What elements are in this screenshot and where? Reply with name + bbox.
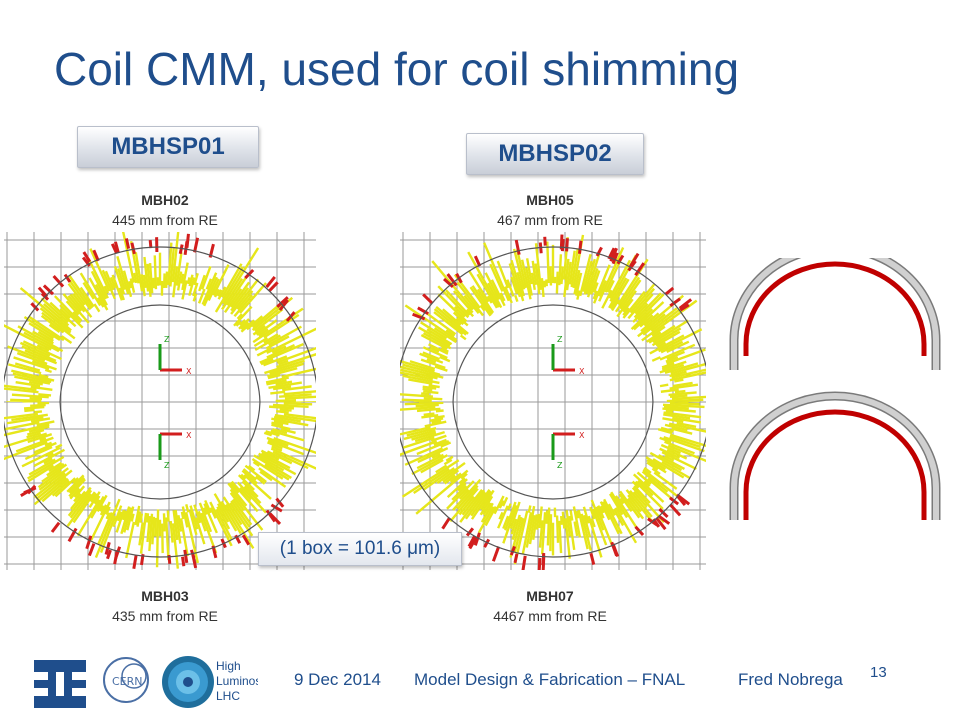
footer-event: Model Design & Fabrication – FNAL (414, 670, 686, 689)
cmm-rings (4, 246, 316, 402)
tag-mbhsp01: MBHSP01 (77, 126, 259, 168)
cern-logo-text: CERN (112, 675, 143, 688)
cmm-deviations (400, 234, 706, 402)
scale-note: (1 box = 101.6 μm) (258, 532, 462, 566)
hl-logo-text-2: Luminosity (216, 674, 258, 688)
axis-x-label: X (186, 431, 192, 440)
page-number: 13 (870, 664, 887, 681)
hl-lhc-logo: High Luminosity LHC (162, 656, 258, 708)
caption-mbh05: MBH05 467 mm from RE (497, 192, 603, 228)
hl-logo-text-3: LHC (216, 689, 240, 703)
caption-mbh07: MBH07 4467 mm from RE (493, 588, 607, 624)
cmm-rings (400, 402, 706, 558)
cern-logo: CERN (103, 657, 149, 703)
axis-x-label: X (579, 367, 585, 376)
axis-z-label: Z (557, 335, 563, 344)
caption-mbh03: MBH03 435 mm from RE (112, 588, 218, 624)
cmm-rings (4, 402, 316, 558)
tag-mbhsp02: MBHSP02 (466, 133, 644, 175)
axis-triad: XZ (551, 335, 585, 376)
axis-x-label: X (579, 431, 585, 440)
axis-triad: XZ (551, 431, 585, 470)
cmm-deviations (4, 402, 316, 570)
axis-z-label: Z (164, 335, 170, 344)
cmm-deviations (4, 232, 316, 402)
axis-triad: XZ (158, 431, 192, 470)
coil-diagram-lower (729, 391, 941, 520)
cmm-deviations (400, 402, 706, 570)
cmm-rings (400, 246, 706, 402)
axis-x-label: X (186, 367, 192, 376)
axis-z-label: Z (557, 461, 563, 470)
slide-title: Coil CMM, used for coil shimming (54, 43, 740, 95)
cmm-plot-mbh05-svg: XZ (400, 232, 706, 402)
axis-triad: XZ (158, 335, 192, 376)
footer-date: 9 Dec 2014 (294, 670, 381, 689)
footer-author: Fred Nobrega (738, 670, 843, 689)
caption-mbh02: MBH02 445 mm from RE (112, 192, 218, 228)
cmm-plot-mbh03-svg: XZ (4, 402, 316, 570)
cmm-plot-mbh07-svg: XZ (400, 402, 706, 570)
hl-logo-text-1: High (216, 659, 241, 673)
coil-schematic (729, 258, 941, 520)
cmm-plot-mbh02-svg: XZ (4, 232, 316, 402)
axis-z-label: Z (164, 461, 170, 470)
coil-diagram-upper (729, 258, 941, 370)
fermilab-logo (34, 660, 86, 708)
